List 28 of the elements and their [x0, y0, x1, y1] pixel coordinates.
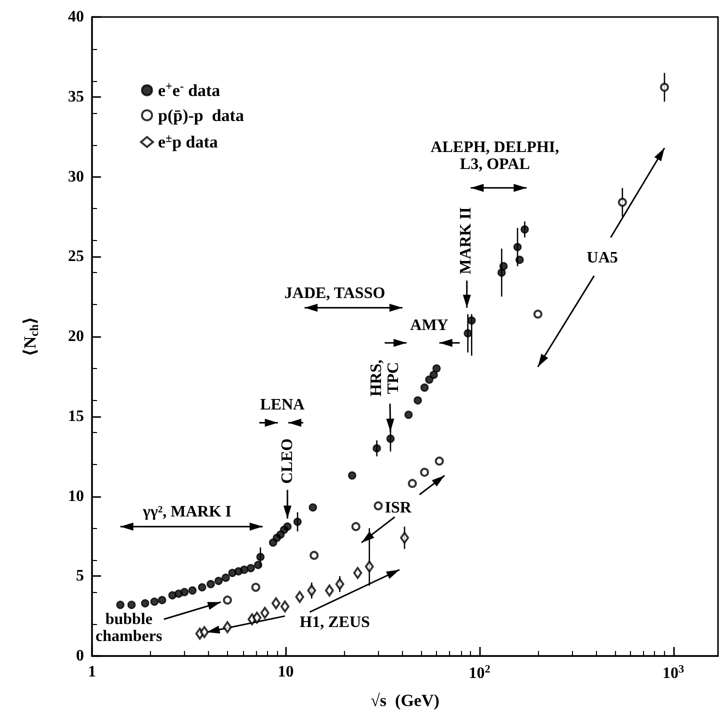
annotation: HRS, TPC [368, 360, 402, 396]
y-tick-label: 15 [68, 408, 84, 425]
annotation: ALEPH, DELPHI, L3, OPAL [430, 138, 560, 173]
y-axis-title: ⟨Nch⟩ [20, 316, 41, 356]
annotation: bubble chambers [96, 611, 162, 646]
annotation: H1, ZEUS [300, 614, 370, 631]
annotation: LENA [260, 396, 306, 414]
y-tick-label: 40 [68, 8, 84, 26]
annotation: γγ², MARK I [142, 504, 232, 521]
y-tick-label: 20 [68, 328, 84, 345]
legend-label: p(p̄)-p data [158, 106, 244, 125]
y-tick-label: 0 [76, 648, 84, 664]
y-tick-label: 5 [76, 568, 84, 585]
y-tick-label: 25 [68, 248, 84, 266]
annotation: MARK II [457, 207, 474, 274]
annotation: CLEO [278, 438, 296, 484]
annotation: AMY [410, 316, 449, 334]
x-axis-title: √s (GeV) [370, 691, 440, 710]
x-tick-label: 10 [278, 664, 294, 680]
annotation: JADE, TASSO [284, 284, 386, 302]
x-tick-label: 1 [88, 664, 96, 680]
legend-label: e±p data [158, 130, 218, 152]
y-tick-label: 30 [68, 168, 84, 186]
annotation: UA5 [586, 250, 618, 267]
y-tick-label: 35 [68, 88, 84, 106]
y-tick-label: 10 [68, 488, 84, 505]
legend-label: e+e- data [158, 79, 221, 100]
annotation: ISR [384, 500, 412, 517]
